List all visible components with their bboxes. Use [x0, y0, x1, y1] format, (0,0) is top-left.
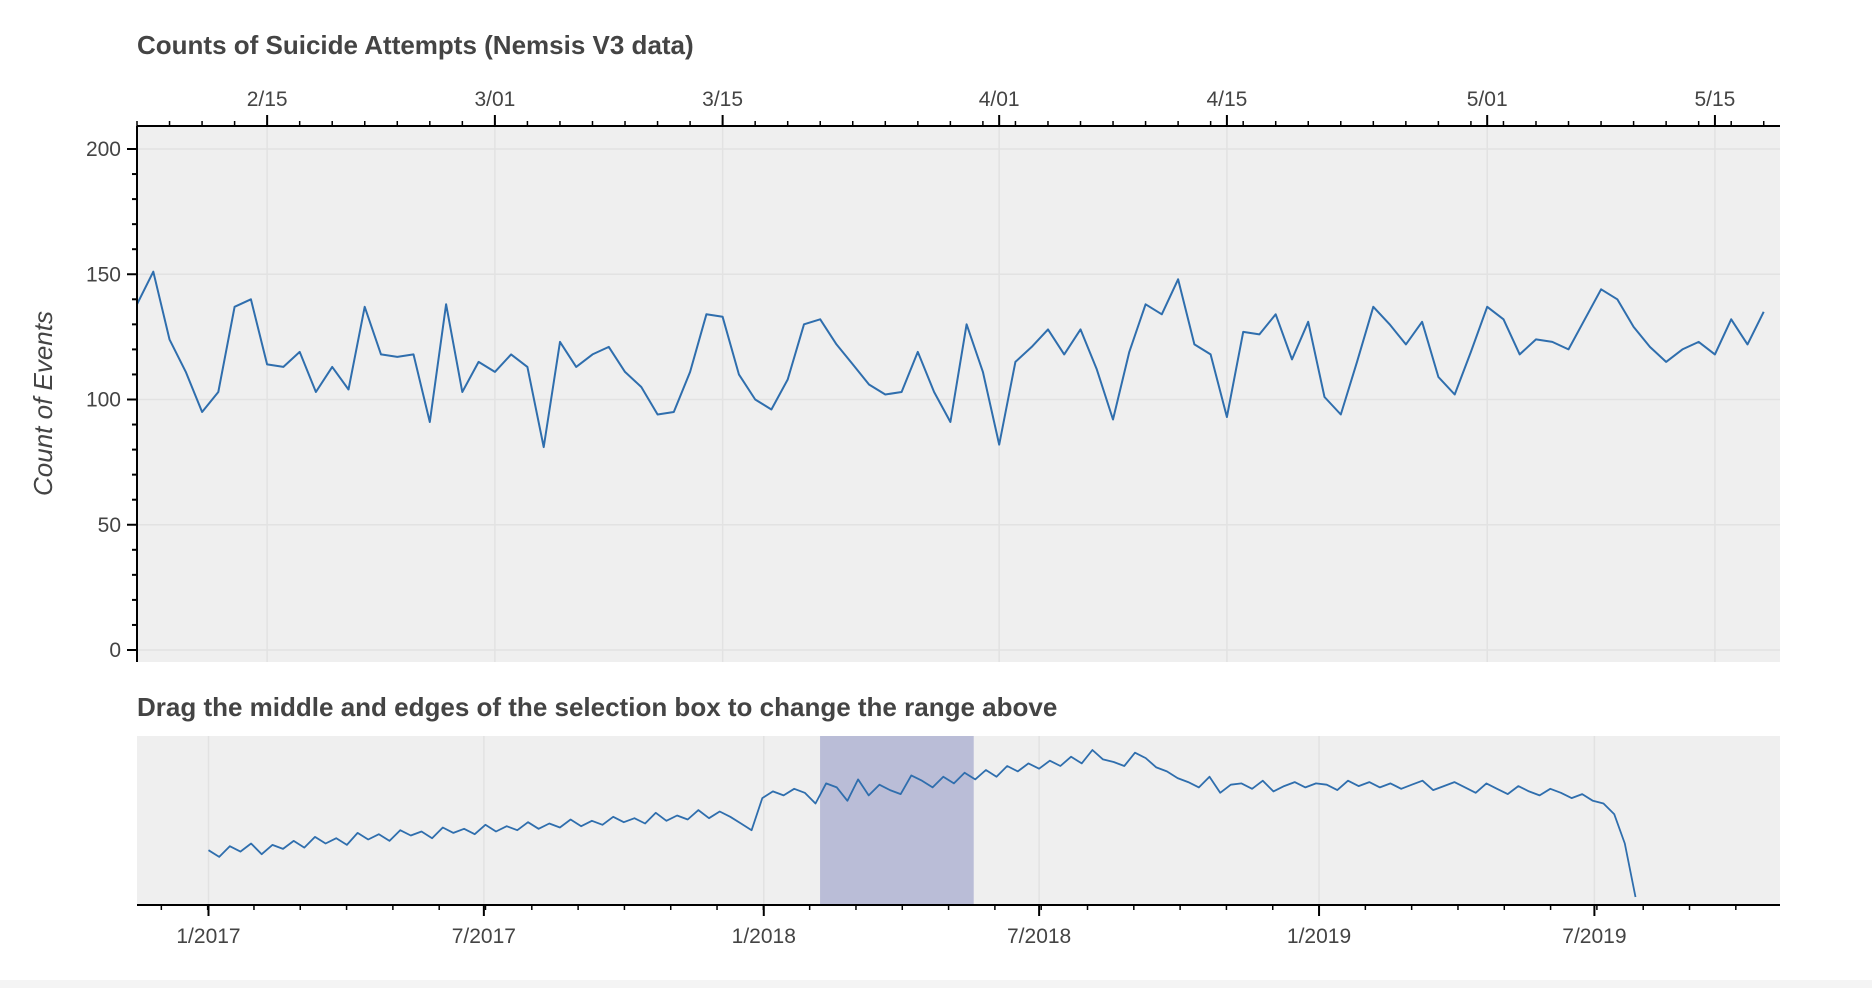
y-tick-label: 100	[86, 389, 121, 412]
x-tick-label: 3/01	[474, 88, 515, 111]
x-tick-label: 5/15	[1694, 88, 1735, 111]
x-tick-label: 4/01	[979, 88, 1020, 111]
range-x-tick-label: 7/2018	[1007, 925, 1071, 948]
x-tick-label: 5/01	[1467, 88, 1508, 111]
x-tick-label: 4/15	[1206, 88, 1247, 111]
range-x-tick-label: 7/2017	[452, 925, 516, 948]
range-x-tick-label: 1/2017	[176, 925, 240, 948]
plot-area	[137, 126, 1780, 662]
x-tick-label: 2/15	[247, 88, 288, 111]
range-chart-title: Drag the middle and edges of the selecti…	[137, 692, 1058, 722]
main-chart-title: Counts of Suicide Attempts (Nemsis V3 da…	[137, 30, 694, 60]
y-tick-label: 50	[98, 514, 121, 537]
page-footer-strip	[0, 980, 1872, 988]
x-tick-label: 3/15	[702, 88, 743, 111]
main-chart[interactable]: 0 50 100 150 200 2/15 3/01 3/15 4/01 4/15 5/01 5/15	[0, 0, 1872, 680]
range-x-tick-label: 1/2019	[1287, 925, 1351, 948]
y-tick-label: 0	[109, 639, 121, 662]
range-x-tick-label: 7/2019	[1562, 925, 1626, 948]
selection-box[interactable]	[820, 736, 974, 905]
y-tick-label: 150	[86, 263, 121, 286]
range-series-line	[208, 749, 1637, 898]
y-tick-label: 200	[86, 138, 121, 161]
range-x-tick-label: 1/2018	[732, 925, 796, 948]
series-line	[136, 270, 1765, 449]
